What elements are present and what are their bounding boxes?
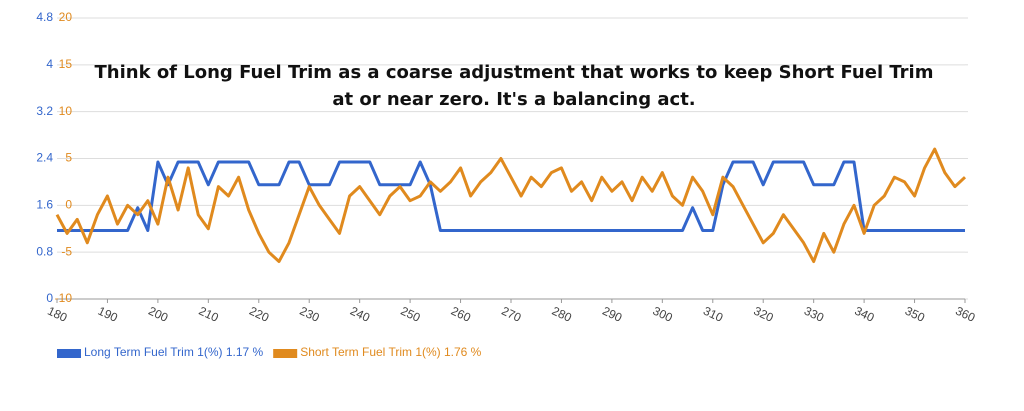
y-tick-label: 1.6 [36, 198, 53, 212]
plot: 0 0.8 1.6 2.4 3.2 4 4.8 -10 -5 0 5 10 15 20 180 190 200 2… [36, 10, 977, 359]
annotation: at or near zero. It's a balancing act. [332, 89, 695, 110]
series-line [57, 160, 965, 232]
legend-swatch [273, 349, 298, 358]
y2-tick-label: 10 [59, 104, 73, 118]
y2-tick-label: 15 [59, 57, 73, 71]
annotation: Think of Long Fuel Trim as a coarse adju… [95, 62, 934, 83]
x-tick-label: 220 [247, 304, 271, 325]
x-tick-label: 250 [398, 304, 422, 325]
x-tick-label: 350 [903, 304, 927, 325]
y2-tick-label: 5 [65, 151, 72, 165]
y-tick-label: 4.8 [36, 10, 53, 24]
x-tick-label: 260 [449, 304, 473, 325]
x-tick-label: 360 [953, 304, 977, 325]
y2-tick-label: 20 [59, 10, 73, 24]
x-tick-label: 310 [701, 304, 725, 325]
legend-swatch [57, 349, 81, 358]
y-tick-label: 4 [46, 57, 53, 71]
legend-label: Long Term Fuel Trim 1(%) 1.17 % [84, 345, 264, 359]
x-tick-label: 190 [96, 304, 120, 325]
x-tick-label: 320 [752, 304, 776, 325]
y2-tick-label: -5 [61, 244, 72, 258]
x-tick-label: 290 [600, 304, 624, 325]
x-tick-label: 210 [197, 304, 221, 325]
y2-tick-label: 0 [65, 198, 72, 212]
x-tick-label: 230 [298, 304, 322, 325]
y-tick-label: 0.8 [36, 244, 53, 258]
x-tick-label: 300 [651, 304, 675, 325]
x-tick-label: 240 [348, 304, 372, 325]
legend-label: Short Term Fuel Trim 1(%) 1.76 % [300, 345, 481, 359]
x-tick-label: 180 [45, 304, 69, 325]
y-tick-label: 0 [46, 291, 53, 305]
x-tick-label: 330 [802, 304, 826, 325]
y-tick-label: 3.2 [36, 104, 53, 118]
x-tick-label: 270 [499, 304, 523, 325]
x-tick-label: 280 [550, 304, 574, 325]
y2-tick-label: -10 [55, 291, 73, 305]
series-line [55, 147, 967, 263]
y-tick-label: 2.4 [36, 151, 53, 165]
x-tick-label: 340 [852, 304, 876, 325]
x-tick-label: 200 [146, 304, 170, 325]
